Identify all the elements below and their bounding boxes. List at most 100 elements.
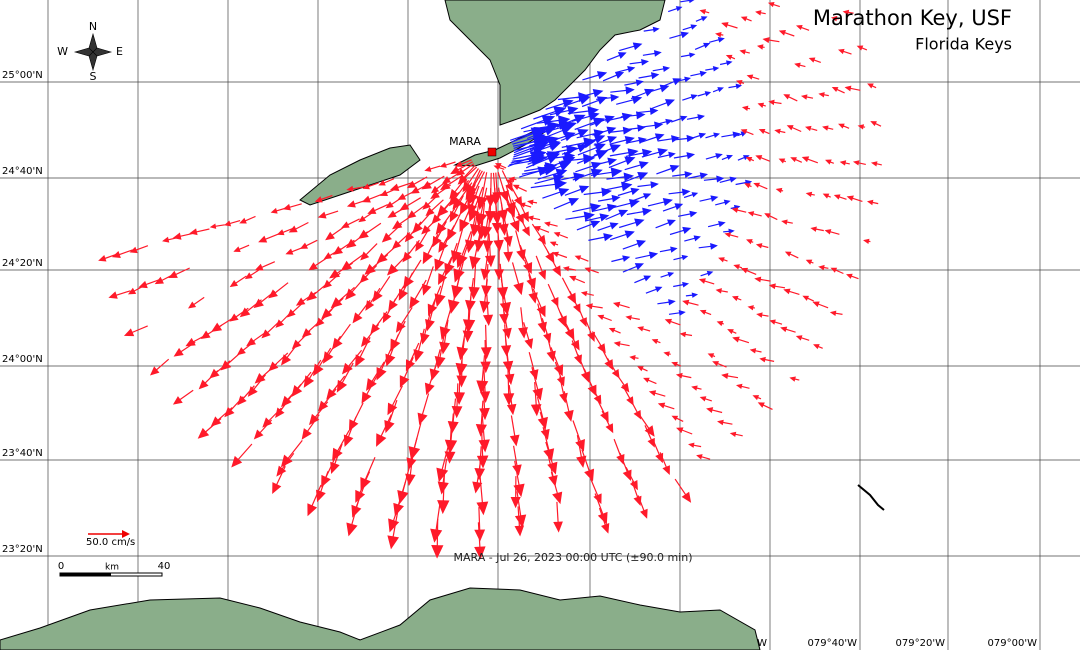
- current-vector: [514, 506, 525, 537]
- current-vector: [552, 251, 568, 259]
- current-vector: [512, 184, 527, 192]
- current-vector: [757, 402, 773, 410]
- scale-bar-end: 40: [158, 561, 171, 572]
- current-vector: [439, 161, 456, 168]
- current-vector: [476, 476, 489, 516]
- current-vector: [550, 471, 563, 505]
- current-vector: [608, 126, 633, 135]
- cay: [857, 484, 885, 511]
- current-vector: [358, 211, 375, 223]
- current-vector: [422, 233, 439, 265]
- current-vector: [637, 411, 655, 437]
- current-vector: [597, 194, 621, 203]
- current-vector: [740, 16, 752, 22]
- current-vector: [721, 131, 741, 139]
- current-vector: [577, 143, 606, 156]
- current-vector: [209, 223, 225, 229]
- lat-label: 24°00'N: [2, 354, 43, 365]
- current-vector: [581, 449, 595, 482]
- current-vector: [592, 157, 618, 167]
- current-vector: [582, 71, 608, 81]
- current-vector: [718, 257, 728, 263]
- current-vector: [677, 210, 698, 218]
- current-vector: [329, 262, 353, 279]
- current-vector: [444, 428, 456, 464]
- current-vector: [270, 207, 287, 214]
- current-vector: [546, 250, 561, 277]
- current-vector: [624, 161, 649, 171]
- land: [0, 0, 885, 650]
- current-vector: [857, 124, 866, 130]
- current-vector: [625, 315, 640, 321]
- current-vector: [584, 267, 599, 274]
- current-vector: [597, 314, 612, 322]
- compass-rose: N S E W: [57, 20, 123, 83]
- current-vector: [543, 221, 558, 227]
- current-vector: [326, 375, 346, 400]
- current-vector: [663, 351, 671, 357]
- current-vector: [790, 157, 803, 163]
- current-vector: [303, 359, 322, 388]
- current-vector: [576, 434, 587, 468]
- current-vector: [616, 66, 636, 73]
- current-vector: [637, 181, 659, 189]
- current-vector: [867, 83, 877, 89]
- current-vector: [483, 294, 494, 327]
- current-vector: [684, 235, 701, 242]
- current-vector: [784, 251, 799, 259]
- compass-e: E: [116, 45, 123, 58]
- current-vector: [346, 185, 364, 192]
- current-vector: [781, 219, 793, 225]
- lon-label: 079°40'W: [808, 638, 858, 649]
- current-vector: [642, 50, 662, 57]
- lat-label: 23°40'N: [2, 448, 43, 459]
- current-vector: [698, 278, 715, 285]
- current-vector: [210, 407, 233, 427]
- current-vector: [197, 418, 222, 439]
- current-vector: [637, 326, 651, 332]
- current-vector: [609, 148, 639, 158]
- current-vector: [409, 279, 427, 309]
- current-vector: [795, 25, 810, 31]
- current-vector: [676, 427, 693, 435]
- current-vector: [783, 94, 798, 102]
- current-vector: [635, 251, 659, 260]
- current-vector: [641, 133, 665, 143]
- current-vector: [386, 251, 410, 276]
- current-vector: [846, 195, 863, 202]
- current-vector: [172, 232, 195, 240]
- current-vector: [239, 215, 256, 224]
- current-vector: [775, 187, 784, 194]
- current-vector: [276, 227, 294, 236]
- current-vector: [480, 324, 492, 360]
- current-vector: [591, 203, 617, 212]
- current-vector: [572, 168, 603, 181]
- current-vector: [272, 465, 286, 495]
- current-vector: [733, 264, 743, 270]
- current-vector: [220, 350, 243, 371]
- current-vector: [800, 94, 814, 100]
- current-vector: [671, 361, 682, 367]
- current-vector: [299, 239, 318, 249]
- current-vector: [746, 74, 760, 80]
- current-vector: [285, 246, 304, 255]
- current-vector: [629, 355, 639, 361]
- current-vector: [588, 233, 614, 242]
- current-vector: [543, 126, 573, 139]
- current-vector: [385, 197, 403, 209]
- current-vector: [601, 410, 614, 434]
- current-vector: [569, 290, 581, 314]
- current-vector: [757, 102, 766, 108]
- current-vector: [717, 419, 733, 426]
- current-vector: [422, 266, 434, 296]
- current-vector: [647, 197, 673, 207]
- current-vector: [728, 83, 743, 90]
- current-vector: [715, 32, 724, 38]
- current-vector: [725, 54, 736, 60]
- current-vector: [98, 253, 118, 262]
- current-vector: [673, 254, 689, 261]
- current-vector: [469, 232, 481, 270]
- current-vector: [622, 263, 645, 273]
- current-vector: [549, 241, 559, 247]
- current-vector: [511, 262, 524, 296]
